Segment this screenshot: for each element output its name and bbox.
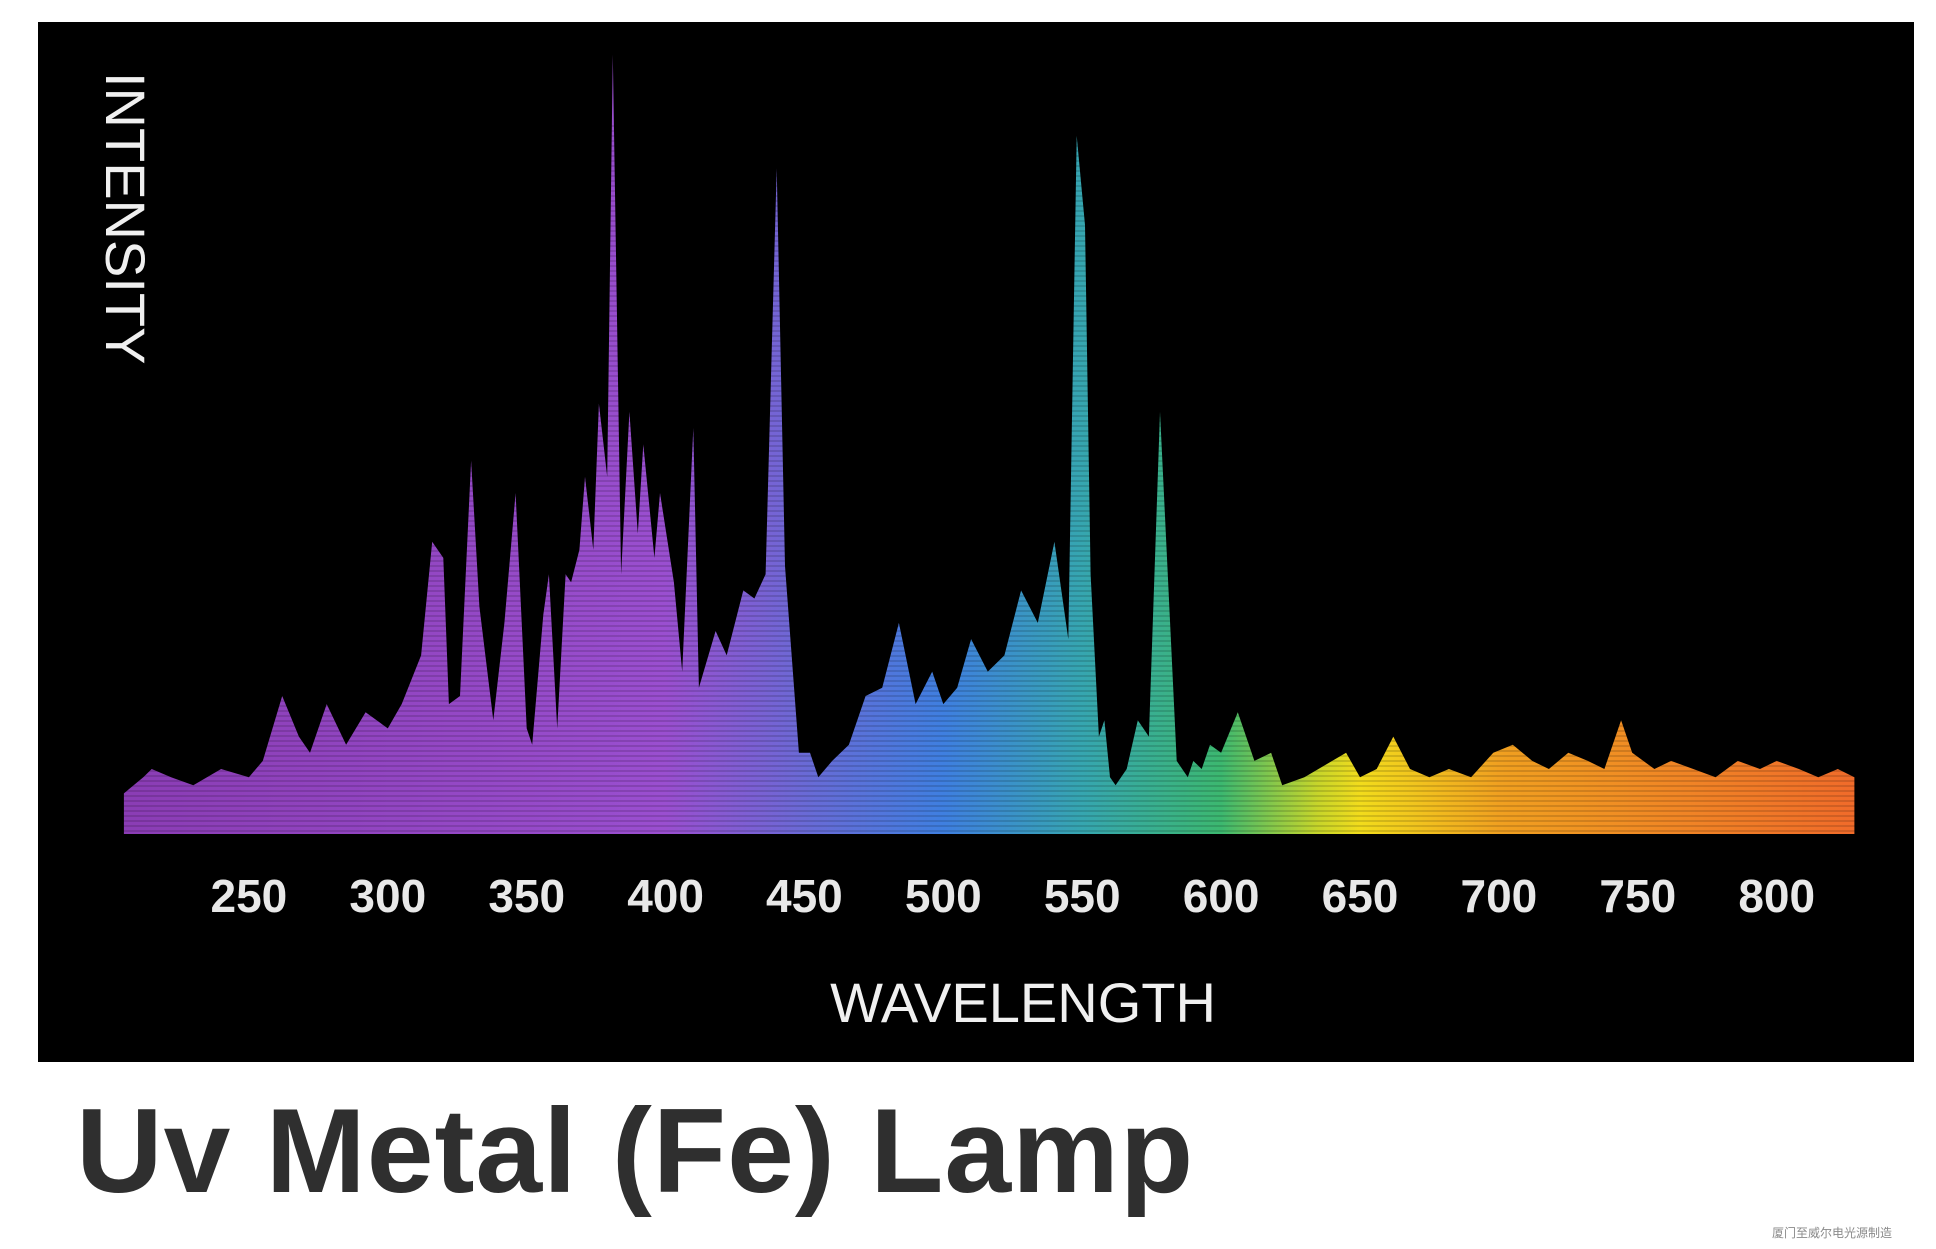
y-axis-label: INTENSITY (94, 72, 157, 364)
x-tick-label: 450 (766, 870, 843, 922)
x-tick-label: 500 (905, 870, 982, 922)
x-axis-label: WAVELENGTH (830, 971, 1216, 1034)
x-tick-label: 350 (488, 870, 565, 922)
page-title: Uv Metal (Fe) Lamp (76, 1084, 1195, 1218)
spectrum-area (123, 54, 1855, 834)
x-tick-label: 700 (1461, 870, 1538, 922)
x-tick-label: 550 (1044, 870, 1121, 922)
x-tick-label: 800 (1738, 870, 1815, 922)
x-tick-labels: 250 300 350 400 450 500 550 600 650 700 750 800 (211, 870, 1816, 922)
spectrum-area-layer (110, 54, 1860, 834)
watermark: 厦门至威尔电光源制造 (1772, 1226, 1893, 1240)
x-tick-label: 300 (349, 870, 426, 922)
x-tick-label: 600 (1183, 870, 1260, 922)
x-tick-label: 750 (1599, 870, 1676, 922)
x-tick-label: 650 (1322, 870, 1399, 922)
x-tick-label: 400 (627, 870, 704, 922)
spectrum-chart: 250 300 350 400 450 500 550 600 650 700 750 800 WAV… (94, 54, 1860, 1034)
chart-panel: 250 300 350 400 450 500 550 600 650 700 750 800 WAV… (38, 22, 1914, 1062)
x-tick-label: 250 (211, 870, 288, 922)
